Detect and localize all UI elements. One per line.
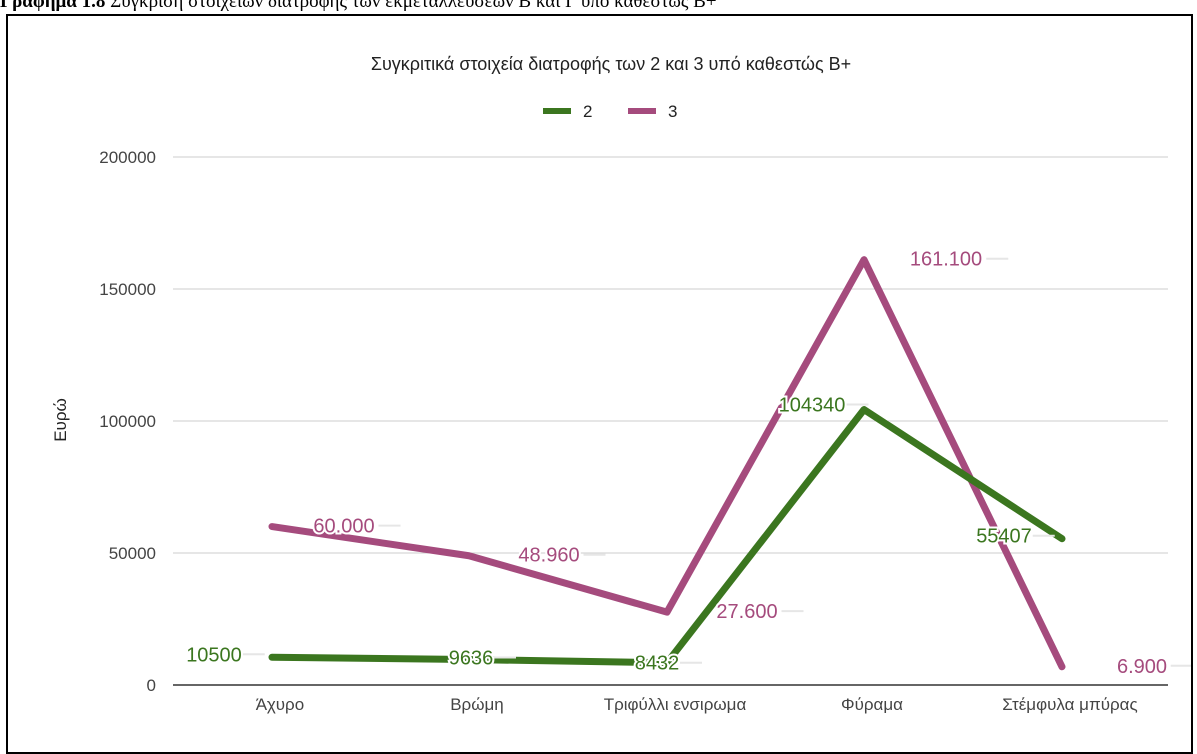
data-label-2: 10500 [186,644,242,666]
data-label-3: 27.600 [716,601,777,623]
y-axis-label: Ευρώ [51,398,70,442]
data-point-2 [468,658,470,661]
data-point-3 [863,258,865,261]
data-label-3: 161.100 [910,249,982,271]
x-tick-label: Στέμφυλα μπύρας [1002,695,1137,714]
y-tick-label: 150000 [99,280,156,299]
data-label-2: 55407 [976,526,1032,548]
x-axis-ticks: Άχυρο Βρώμη Τριφύλλι ενσιρωμα Φύραμα Στέμφυλ… [256,695,1138,714]
data-label-3: 48.960 [518,545,579,567]
chart-title: Συγκριτικά στοιχεία διατροφής των 2 και … [371,54,851,74]
legend-label-2: 2 [583,102,592,121]
data-label-2: 9636 [449,648,494,670]
y-tick-label: 200000 [99,148,156,167]
figure-caption: Γράφημα 1.8 Σύγκριση στοιχείων διατροφής… [0,0,1197,13]
data-point-3 [468,554,470,557]
chart-frame: 0 50000 100000 150000 200000 Άχυρο Βρώμη Τριφύ… [6,14,1193,754]
data-point-3 [666,611,668,614]
data-point-3 [1061,665,1063,668]
data-labels: 10500 9636 8432 104340 55407 60.000 48.960 27.6… [184,247,1191,680]
series-line-2 [268,406,1066,667]
x-tick-label: Βρώμη [450,695,504,714]
y-tick-label: 50000 [109,544,156,563]
caption-text: Σύγκριση στοιχείων διατροφής των εκμεταλ… [105,0,717,12]
y-tick-label: 0 [147,676,156,695]
x-tick-label: Τριφύλλι ενσιρωμα [604,695,747,714]
data-point-2 [271,656,273,659]
y-axis-ticks: 0 50000 100000 150000 200000 [99,148,156,695]
data-label-2: 104340 [779,395,846,417]
line-chart: 0 50000 100000 150000 200000 Άχυρο Βρώμη Τριφύ… [51,54,1191,714]
data-point-2 [863,408,865,411]
y-tick-label: 100000 [99,412,156,431]
caption-number: Γράφημα 1.8 [0,0,106,12]
data-point-3 [271,525,273,528]
data-label-3: 60.000 [313,516,374,538]
x-tick-label: Φύραμα [841,695,903,714]
data-point-2 [1061,537,1063,540]
gridlines [173,156,1168,686]
data-point-2 [666,661,668,664]
series-lines [268,256,1066,671]
data-label-2: 8432 [635,653,680,675]
legend-label-3: 3 [668,102,677,121]
data-label-3: 6.900 [1117,656,1167,678]
x-tick-label: Άχυρο [256,695,304,714]
